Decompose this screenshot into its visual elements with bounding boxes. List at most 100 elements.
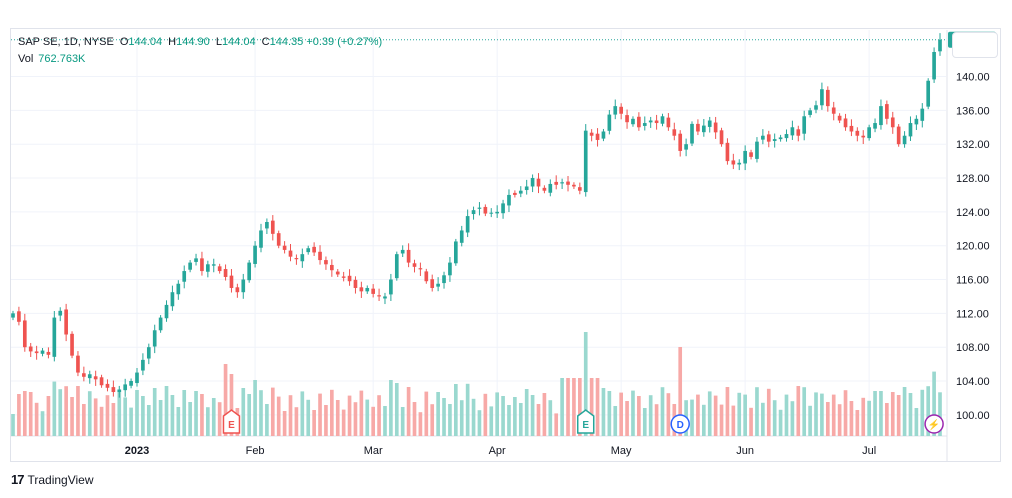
volume-bar xyxy=(849,401,854,436)
candle-body xyxy=(34,351,39,354)
candle-body xyxy=(87,374,92,379)
volume-bar xyxy=(725,387,730,436)
candle-body xyxy=(572,184,576,187)
volume-bar xyxy=(619,392,623,436)
candle-body xyxy=(766,134,771,142)
volume-bar xyxy=(28,392,33,436)
chart-settings-button[interactable] xyxy=(952,32,998,58)
candle-body xyxy=(383,296,387,299)
volume-bar xyxy=(761,402,765,436)
earnings-marker-icon xyxy=(222,409,241,434)
candle-body xyxy=(424,271,429,282)
volume-bar xyxy=(383,406,387,436)
candle-body xyxy=(879,106,883,126)
split-marker-icon xyxy=(924,414,944,434)
candle-body xyxy=(58,310,63,316)
candle-body xyxy=(713,122,718,133)
candle-body xyxy=(536,178,541,187)
volume-bar xyxy=(324,405,328,436)
candle-body xyxy=(802,116,807,134)
volume-bar xyxy=(82,404,86,436)
candle-body xyxy=(46,351,51,355)
candle-body xyxy=(477,207,482,209)
candle-body xyxy=(737,162,742,165)
candle-body xyxy=(152,330,157,347)
candle-body xyxy=(914,118,919,125)
candle-body xyxy=(489,212,494,214)
volume-bar xyxy=(690,399,694,436)
volume-bar xyxy=(873,391,877,436)
volume-bar xyxy=(577,378,582,436)
candle-body xyxy=(465,216,470,233)
tradingview-brand[interactable]: 17 TradingView xyxy=(11,472,94,487)
candle-body xyxy=(896,126,901,145)
candle-body xyxy=(607,114,612,131)
volume-bar xyxy=(158,400,163,436)
tradingview-name: TradingView xyxy=(27,472,94,487)
volume-bar xyxy=(22,391,27,436)
candle-body xyxy=(660,116,665,124)
volume-bar xyxy=(625,401,629,436)
candle-body xyxy=(613,106,618,115)
candle-body xyxy=(719,130,724,145)
volume-bar xyxy=(890,392,895,436)
volume-bar xyxy=(146,405,151,436)
x-tick-label: Mar xyxy=(364,445,383,457)
candle-body xyxy=(755,141,759,159)
candle-body xyxy=(530,178,535,187)
open-label: O xyxy=(119,36,129,48)
candle-body xyxy=(306,248,311,253)
candle-body xyxy=(259,230,263,248)
volume-bar xyxy=(206,407,210,436)
candle-body xyxy=(117,389,122,393)
candle-body xyxy=(761,135,765,140)
candle-body xyxy=(701,125,706,133)
candle-body xyxy=(276,233,281,246)
candle-body xyxy=(141,359,145,371)
volume-bar xyxy=(253,380,257,436)
volume-bar xyxy=(920,389,925,436)
candle-body xyxy=(843,118,848,128)
y-tick-label: 104.00 xyxy=(956,376,990,388)
candle-body xyxy=(200,258,204,272)
candle-body xyxy=(554,181,559,185)
candle-body xyxy=(288,250,293,257)
candle-body xyxy=(400,249,405,254)
volume-bar xyxy=(666,393,671,436)
volume-bar xyxy=(766,388,771,436)
candle-body xyxy=(82,373,86,377)
volume-bar xyxy=(843,390,848,436)
candle-body xyxy=(583,130,588,193)
volume-bar xyxy=(477,410,482,436)
volume-bar xyxy=(536,404,541,436)
candle-body xyxy=(436,283,440,287)
volume-bar xyxy=(259,390,263,436)
candle-body xyxy=(548,183,553,193)
volume-bar xyxy=(542,393,547,436)
volume-bar xyxy=(164,386,169,436)
volume-bar xyxy=(696,394,700,436)
volume-bar xyxy=(17,394,21,436)
volume-bar xyxy=(406,387,411,436)
low-label: L xyxy=(215,36,222,48)
volume-bar xyxy=(607,391,612,436)
volume-label: Vol xyxy=(18,53,34,65)
candle-body xyxy=(235,287,240,293)
volume-bar xyxy=(837,404,842,436)
candle-body xyxy=(28,346,33,352)
chart-frame xyxy=(10,28,1001,462)
candle-body xyxy=(64,309,68,335)
volume-bar xyxy=(595,378,600,436)
candle-body xyxy=(170,292,175,307)
candle-body xyxy=(17,311,21,322)
volume-bar xyxy=(867,400,871,436)
volume-bar xyxy=(418,412,423,436)
candle-body xyxy=(22,320,27,348)
volume-bar xyxy=(660,387,665,436)
volume-value: 762.763K xyxy=(38,53,86,65)
volume-bar xyxy=(731,405,736,436)
volume-bar xyxy=(784,394,789,436)
candle-body xyxy=(448,262,452,276)
candle-body xyxy=(831,107,836,114)
